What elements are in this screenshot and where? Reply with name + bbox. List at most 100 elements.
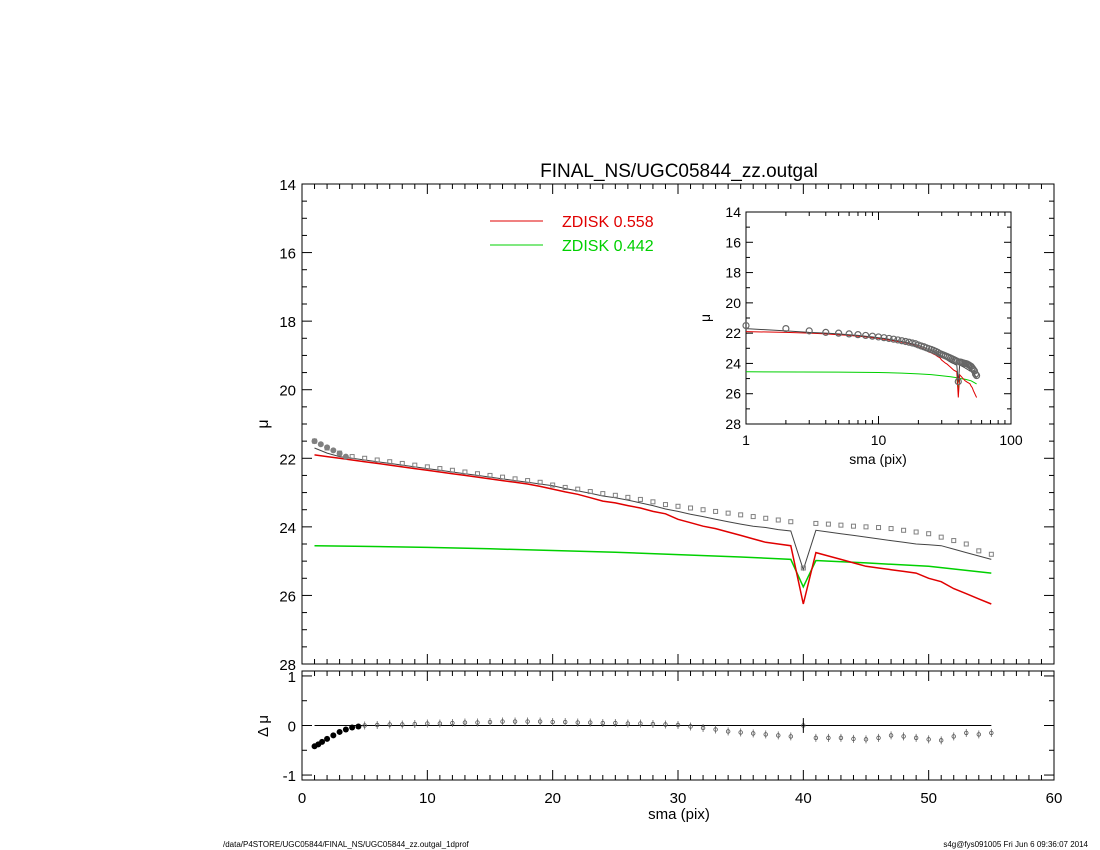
data-point [835, 329, 843, 337]
footer-stamp: s4g@fys091005 Fri Jun 6 09:36:07 2014 [943, 840, 1088, 849]
data-point [700, 507, 706, 513]
y-tick-label: 20 [279, 383, 296, 400]
data-point [399, 460, 405, 466]
x-tick-label: 50 [920, 790, 937, 807]
residual-point [713, 727, 718, 732]
data-point [462, 469, 468, 475]
residual-point [826, 735, 831, 741]
y-tick-label: 14 [279, 177, 296, 194]
data-point [880, 334, 888, 342]
y-tick-label: 28 [279, 657, 296, 674]
data-point [813, 520, 819, 526]
data-point [449, 467, 455, 473]
residual-point [437, 721, 443, 726]
data-point [885, 334, 893, 343]
residual-point [951, 734, 956, 739]
data-point [424, 464, 430, 470]
y-tick-label: 26 [279, 588, 296, 605]
data-point [905, 338, 913, 346]
data-point [788, 519, 794, 525]
inset-panel: 14 16 18 20 22 24 26 281 10 100 sma (pix) μ [697, 204, 1023, 467]
data-point [437, 466, 443, 472]
residual-point [324, 735, 331, 742]
residual-point [738, 730, 743, 735]
data-point [550, 482, 556, 488]
data-point [763, 515, 769, 521]
data-point [600, 491, 606, 497]
y-tick-label: 28 [725, 416, 741, 432]
residual-point [355, 723, 362, 730]
data-point [317, 441, 324, 448]
legend: ZDISK 0.558 ZDISK 0.442 [490, 214, 654, 255]
zdisk1-line [745, 331, 978, 398]
residual-point [487, 719, 493, 725]
x-tick-label: 40 [795, 790, 812, 807]
residual-point [462, 720, 468, 725]
zdisk2-line [314, 544, 992, 589]
data-point [963, 541, 969, 547]
x-tick-label: 30 [670, 790, 687, 807]
residual-point [387, 722, 392, 727]
y-tick-label: 18 [279, 314, 296, 331]
residual-point [926, 737, 931, 742]
y-tick-label: 22 [725, 325, 741, 341]
residual-point [362, 723, 367, 728]
data-point [845, 330, 853, 338]
data-point [487, 472, 493, 478]
data-point [362, 455, 368, 461]
data-point [537, 479, 543, 485]
data-point [587, 489, 593, 495]
residual-point [625, 721, 631, 726]
y-tick-label: 20 [725, 295, 741, 311]
legend-label: ZDISK 0.442 [562, 238, 654, 255]
y-tick-label: 1 [288, 669, 296, 686]
x-tick-label: 100 [999, 432, 1023, 448]
data-point [850, 523, 856, 529]
residual-point [725, 729, 731, 734]
residual-point [675, 722, 681, 728]
residual-point [913, 735, 919, 741]
legend-label: ZDISK 0.558 [562, 214, 654, 231]
y-axis-label: Δ μ [255, 715, 272, 737]
residual-point [976, 732, 981, 737]
y-tick-label: -1 [283, 768, 296, 785]
x-axis-label: sma (pix) [849, 451, 907, 467]
residual-point [450, 720, 455, 726]
data-point [888, 526, 894, 532]
residual-point [751, 731, 756, 736]
data-point [800, 565, 806, 571]
data-point [988, 551, 994, 557]
y-tick-label: 16 [279, 246, 296, 263]
data-point [976, 548, 982, 554]
data-point [412, 462, 418, 468]
data-point [894, 336, 902, 344]
residual-point [700, 725, 706, 731]
residual-point [512, 719, 518, 724]
residual-point [500, 719, 505, 724]
residual-point [813, 735, 819, 741]
residual-point [838, 735, 844, 741]
data-point [650, 499, 656, 505]
data-point [972, 371, 981, 380]
residual-point [776, 733, 781, 738]
data-point [805, 327, 813, 335]
data-point [713, 508, 719, 514]
data-point [951, 538, 957, 544]
residual-point [550, 719, 555, 725]
x-tick-label: 60 [1046, 790, 1063, 807]
data-point [908, 339, 916, 347]
residual-point [638, 721, 643, 726]
residual-point [537, 719, 543, 724]
data-point [336, 450, 343, 457]
data-point [324, 444, 331, 451]
data-point [725, 510, 731, 516]
data-point [342, 453, 349, 460]
y-tick-label: 16 [725, 234, 741, 250]
data-point [863, 524, 869, 530]
residual-point [876, 735, 881, 741]
residual-point [525, 719, 530, 724]
y-axis-label: μ [255, 419, 272, 428]
residual-point [336, 728, 343, 735]
data-point [901, 337, 910, 346]
